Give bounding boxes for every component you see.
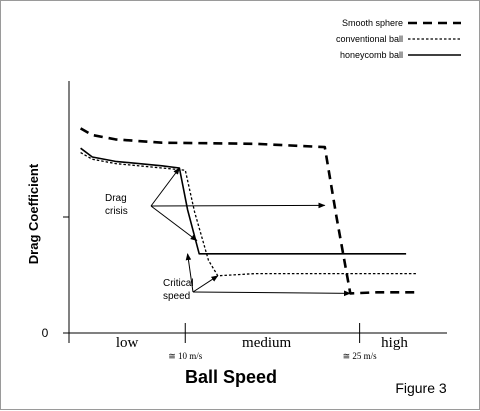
annotation-text: Critical xyxy=(163,278,194,289)
legend-entry-label: honeycomb ball xyxy=(340,50,403,60)
series-line-1 xyxy=(80,152,418,277)
annotation-arrow xyxy=(192,290,352,297)
x-region-label: medium xyxy=(242,335,291,351)
legend: Smooth sphere conventional ball honeycomb … xyxy=(336,18,461,60)
series-layer xyxy=(79,127,418,295)
x-axis-label: Ball Speed xyxy=(185,367,277,387)
annotations: Drag crisis Critical speed xyxy=(105,167,352,302)
axes xyxy=(63,81,447,343)
annotation-text: crisis xyxy=(105,206,128,217)
legend-entry-label: conventional ball xyxy=(336,34,403,44)
series-line-2 xyxy=(80,147,407,255)
y-axis-label: Drag Coefficient xyxy=(26,163,41,264)
annotation-arrow xyxy=(150,205,198,242)
legend-entry-label: Smooth sphere xyxy=(342,18,403,28)
series-line-0 xyxy=(79,127,418,295)
annotation-text: Drag xyxy=(105,193,127,204)
annotation-arrow xyxy=(150,167,180,207)
figure-label: Figure 3 xyxy=(395,380,447,396)
x-region-label: low xyxy=(116,335,139,351)
x-region-label: high xyxy=(381,335,408,351)
annotation-arrow xyxy=(150,202,326,209)
y-tick-label: 0 xyxy=(42,326,49,340)
annotation-arrow xyxy=(185,253,194,293)
annotation-text: speed xyxy=(163,291,190,302)
axis-ticks: 0 ≅ 10 m/s ≅ 25 m/s low medium high xyxy=(42,216,408,361)
annotation-arrow xyxy=(192,275,219,293)
x-marker-label: ≅ 10 m/s xyxy=(168,351,203,361)
x-marker-label: ≅ 25 m/s xyxy=(343,351,378,361)
